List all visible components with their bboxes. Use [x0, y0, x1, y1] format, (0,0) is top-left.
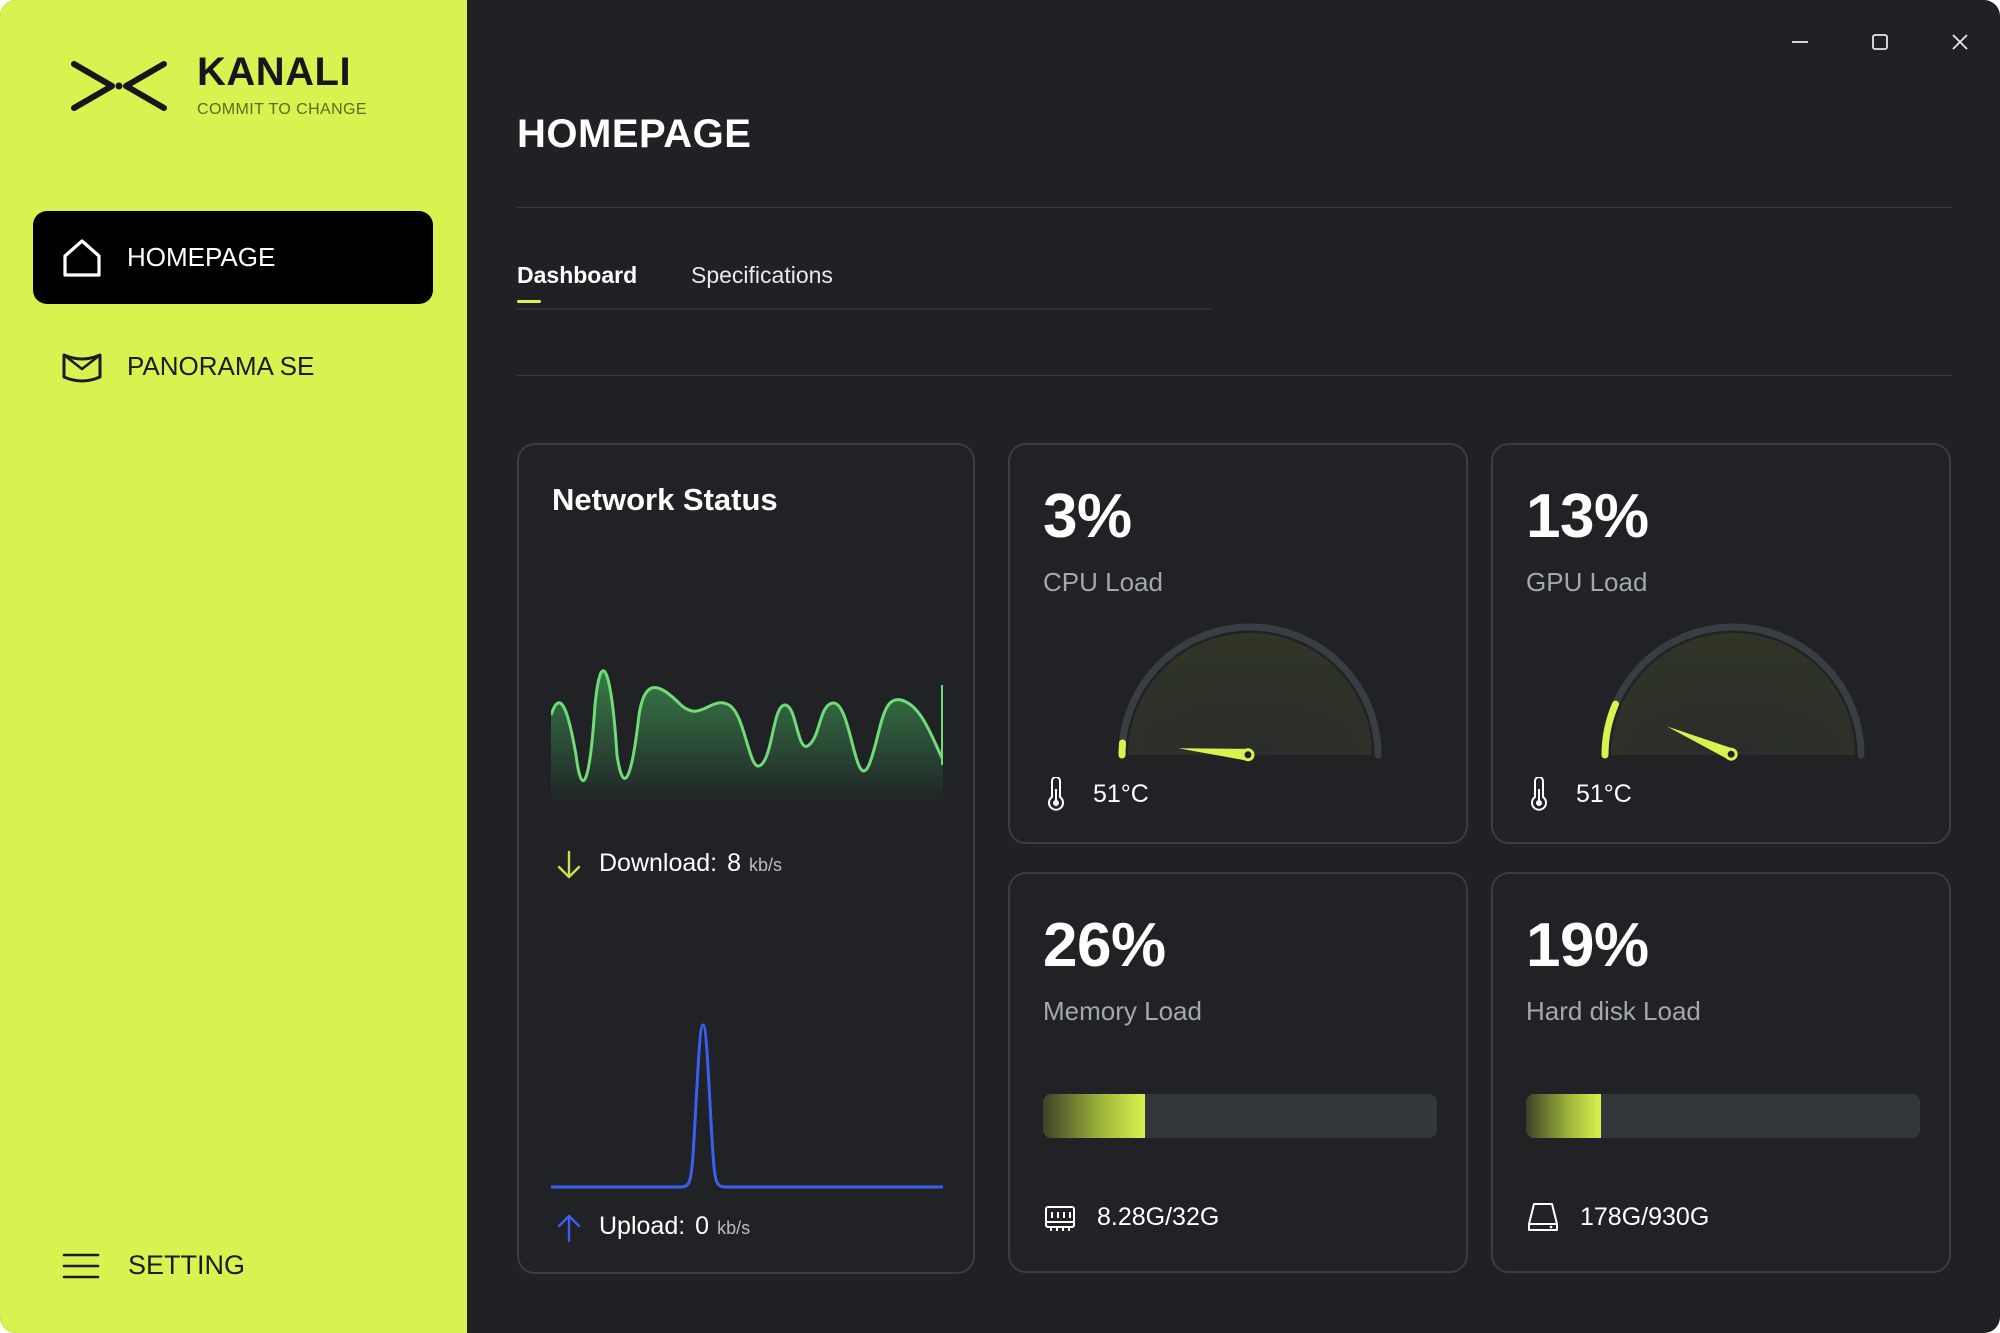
gauge-hub: [1241, 748, 1255, 762]
download-value: 8: [727, 849, 742, 877]
upload-chart: [551, 1023, 943, 1189]
gpu-temperature: 51°C: [1526, 777, 1632, 811]
home-icon: [59, 235, 105, 281]
download-line: [551, 669, 943, 783]
minimize-icon: [1792, 41, 1808, 43]
memory-chip-icon: [1045, 1206, 1075, 1231]
memory-progress-fill: [1043, 1094, 1146, 1138]
sidebar-item-homepage[interactable]: HOMEPAGE: [33, 211, 433, 304]
thermometer-icon: [1531, 777, 1547, 811]
upload-row: Upload: 0 kb/s: [555, 1212, 750, 1244]
brand-tagline: COMMIT TO CHANGE: [197, 101, 367, 118]
cpu-gauge: [1118, 623, 1382, 762]
gpu-label: GPU Load: [1526, 567, 1648, 597]
memory-usage-value: 8.28G/32G: [1097, 1202, 1220, 1231]
disk-usage-value: 178G/930G: [1580, 1202, 1710, 1231]
gauge-needle: [1666, 726, 1734, 760]
upload-unit: kb/s: [717, 1218, 751, 1238]
cpu-percent: 3%: [1043, 482, 1132, 551]
hard-drive-icon: [1528, 1203, 1558, 1231]
memory-percent: 26%: [1043, 911, 1166, 980]
close-button[interactable]: [1940, 22, 1980, 62]
disk-usage: 178G/930G: [1526, 1200, 1709, 1234]
tab-bar: Dashboard Specifications: [517, 262, 1212, 310]
gauge-face: [1611, 633, 1855, 755]
hard-disk-load-card: 19% Hard disk Load 178G/930G: [1491, 872, 1951, 1273]
maximize-button[interactable]: [1860, 22, 1900, 62]
disk-progress-bar: [1526, 1094, 1920, 1138]
download-row: Download: 8 kb/s: [555, 849, 782, 881]
memory-load-card: 26% Memory Load 8.28G/32G: [1008, 872, 1468, 1273]
arrow-up-icon: [557, 1214, 581, 1243]
download-area: [551, 670, 943, 805]
download-unit: kb/s: [749, 855, 783, 875]
divider: [517, 207, 1952, 208]
sidebar-item-panorama-se[interactable]: PANORAMA SE: [33, 320, 433, 413]
minimize-button[interactable]: [1780, 22, 1820, 62]
sidebar: KANALI COMMIT TO CHANGE HOMEPAGE PANORAM…: [0, 0, 467, 1333]
gauge-value-arc: [1118, 739, 1127, 759]
gpu-percent: 13%: [1526, 482, 1649, 551]
sidebar-item-setting[interactable]: SETTING: [62, 1250, 245, 1281]
tab-dashboard[interactable]: Dashboard: [517, 262, 638, 288]
brand-name: KANALI: [197, 50, 352, 94]
thermometer-icon: [1048, 777, 1064, 811]
disk-label: Hard disk Load: [1526, 996, 1701, 1026]
disk-progress-fill: [1526, 1094, 1601, 1138]
divider: [517, 375, 1952, 376]
network-status-card: Network Status Download: 8 kb/s Upload:: [517, 443, 975, 1274]
memory-progress-bar: [1043, 1094, 1437, 1138]
gauge-needle: [1178, 748, 1249, 761]
upload-label: Upload:: [599, 1212, 686, 1240]
memory-usage: 8.28G/32G: [1043, 1200, 1219, 1234]
gauge-track: [1601, 623, 1865, 759]
cpu-temp-value: 51°C: [1093, 779, 1149, 808]
tab-specifications[interactable]: Specifications: [691, 262, 833, 288]
gpu-load-card: 13% GPU Load 51°C: [1491, 443, 1951, 844]
cpu-label: CPU Load: [1043, 567, 1163, 597]
gpu-gauge: [1601, 623, 1865, 761]
upload-line: [551, 1023, 943, 1189]
menu-icon: [62, 1251, 100, 1281]
close-icon: [1952, 34, 1968, 50]
maximize-icon: [1872, 34, 1888, 50]
kanali-logo-icon: [71, 61, 167, 111]
cpu-load-card: 3% CPU Load 51°C: [1008, 443, 1468, 844]
gauge-hub: [1724, 747, 1738, 761]
gpu-temp-value: 51°C: [1576, 779, 1632, 808]
gauge-track: [1118, 623, 1382, 759]
download-chart: [551, 669, 943, 805]
cpu-temperature: 51°C: [1043, 777, 1149, 811]
disk-percent: 19%: [1526, 911, 1649, 980]
upload-value: 0: [695, 1212, 710, 1240]
active-tab-indicator: [517, 300, 541, 303]
memory-label: Memory Load: [1043, 996, 1202, 1026]
download-label: Download:: [599, 849, 718, 877]
sidebar-item-label: HOMEPAGE: [127, 242, 276, 272]
setting-label: SETTING: [128, 1250, 246, 1280]
network-status-title: Network Status: [552, 482, 778, 517]
page-title: HOMEPAGE: [517, 112, 752, 156]
panorama-icon: [59, 344, 105, 390]
sidebar-item-label: PANORAMA SE: [127, 351, 315, 381]
gauge-face: [1128, 633, 1372, 755]
gauge-value-arc: [1601, 700, 1620, 759]
arrow-down-icon: [557, 850, 581, 879]
